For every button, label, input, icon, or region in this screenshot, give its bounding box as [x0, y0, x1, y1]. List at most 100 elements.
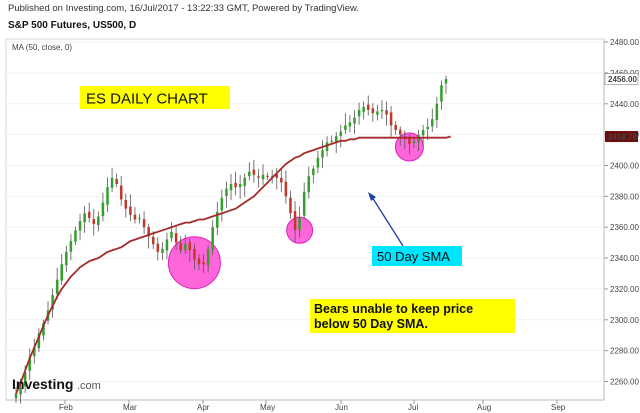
candle-body — [142, 219, 146, 228]
chart-title-label: ES DAILY CHART — [80, 86, 230, 109]
candle-body — [444, 79, 448, 84]
candle-body — [298, 217, 301, 231]
candle-body — [385, 110, 388, 115]
candle-body — [334, 136, 338, 144]
bears-note: Bears unable to keep price below 50 Day … — [310, 299, 515, 333]
candle-body — [138, 217, 141, 219]
candle-body — [174, 233, 178, 243]
indicator-label: MA (50, close, 0) — [12, 43, 72, 52]
price-tick-label: 2260.00 — [610, 377, 639, 386]
candle-body — [344, 125, 347, 131]
candle-body — [129, 206, 132, 215]
price-tick-label: 2340.00 — [610, 254, 639, 263]
candle-body — [119, 185, 123, 200]
candle-body — [238, 184, 242, 188]
candle-body — [371, 108, 375, 114]
sma-callout: 50 Day SMA — [368, 192, 462, 266]
ma-value-badge: 2418.78 — [605, 131, 638, 143]
month-label: Mar — [123, 403, 137, 412]
month-label: Jul — [408, 403, 418, 412]
candle-body — [156, 243, 160, 252]
candle-body — [426, 126, 429, 130]
symbol-title: S&P 500 Futures, US500, D — [8, 20, 137, 31]
svg-text:Bears unable to keep price: Bears unable to keep price — [314, 302, 473, 316]
candle-body — [252, 169, 256, 175]
candle-body — [412, 140, 416, 144]
candle-body — [161, 248, 164, 254]
candle-body — [106, 187, 109, 205]
candle-body — [23, 372, 27, 387]
candle-body — [60, 264, 64, 281]
candle-body — [394, 125, 397, 131]
candle-body — [147, 227, 150, 237]
candle-body — [37, 333, 41, 349]
candle-body — [353, 117, 356, 124]
candle-body — [83, 213, 86, 223]
candle-body — [257, 176, 260, 178]
candle-body — [312, 168, 315, 176]
candle-body — [348, 122, 352, 127]
candle-body — [69, 241, 73, 252]
svg-text:2418.78: 2418.78 — [608, 133, 637, 142]
candle-body — [321, 150, 324, 158]
candle-body — [398, 129, 402, 135]
investing-logo: Investing .com — [12, 376, 101, 392]
candle-body — [339, 131, 343, 136]
candle-body — [362, 106, 365, 112]
candle-body — [101, 202, 105, 217]
candle-body — [179, 243, 182, 251]
candle-body — [220, 197, 224, 211]
candle-body — [65, 251, 68, 266]
candle-body — [74, 230, 77, 242]
candle-body — [92, 219, 96, 225]
price-tick-label: 2380.00 — [610, 192, 639, 201]
candle-body — [248, 171, 251, 177]
candle-body — [124, 200, 128, 209]
candle-body — [28, 356, 31, 371]
candle-body — [440, 85, 443, 102]
candle-body — [408, 138, 411, 144]
candle-body — [289, 197, 292, 214]
candle-body — [183, 244, 187, 251]
month-label: Jun — [335, 403, 348, 412]
candle-body — [302, 191, 306, 216]
svg-text:below 50 Day SMA.: below 50 Day SMA. — [314, 317, 428, 331]
month-label: Sep — [551, 403, 566, 412]
candle-body — [380, 109, 384, 112]
candle-body — [357, 109, 361, 117]
candle-body — [188, 242, 192, 251]
candle-body — [115, 179, 118, 185]
candle-body — [97, 216, 100, 226]
candle-body — [206, 248, 210, 266]
price-tick-label: 2300.00 — [610, 316, 639, 325]
candle-body — [376, 111, 379, 115]
svg-text:.com: .com — [77, 380, 101, 392]
candle-body — [431, 119, 434, 127]
candle-body — [78, 221, 82, 231]
published-info: Published on Investing.com, 16/Jul/2017 … — [8, 3, 360, 14]
month-label: Apr — [197, 403, 210, 412]
candle-body — [325, 142, 329, 151]
candle-body — [193, 249, 196, 260]
price-tick-label: 2440.00 — [610, 100, 639, 109]
svg-text:Investing: Investing — [12, 376, 73, 392]
candle-body — [110, 177, 114, 188]
candle-body — [211, 227, 214, 251]
svg-text:ES DAILY CHART: ES DAILY CHART — [86, 91, 208, 108]
candle-body — [202, 262, 205, 265]
sma-50-line — [15, 135, 451, 395]
candle-body — [33, 347, 36, 357]
candle-body — [435, 103, 439, 120]
price-tick-label: 2280.00 — [610, 347, 639, 356]
candle-body — [261, 174, 265, 180]
candle-body — [366, 104, 370, 110]
candle-body — [14, 393, 18, 399]
candle-body — [197, 258, 201, 265]
candle-body — [234, 182, 237, 188]
candle-body — [280, 177, 283, 183]
month-label: May — [260, 403, 275, 412]
candle-body — [170, 231, 173, 239]
candle-body — [133, 214, 137, 220]
price-tick-label: 2320.00 — [610, 285, 639, 294]
